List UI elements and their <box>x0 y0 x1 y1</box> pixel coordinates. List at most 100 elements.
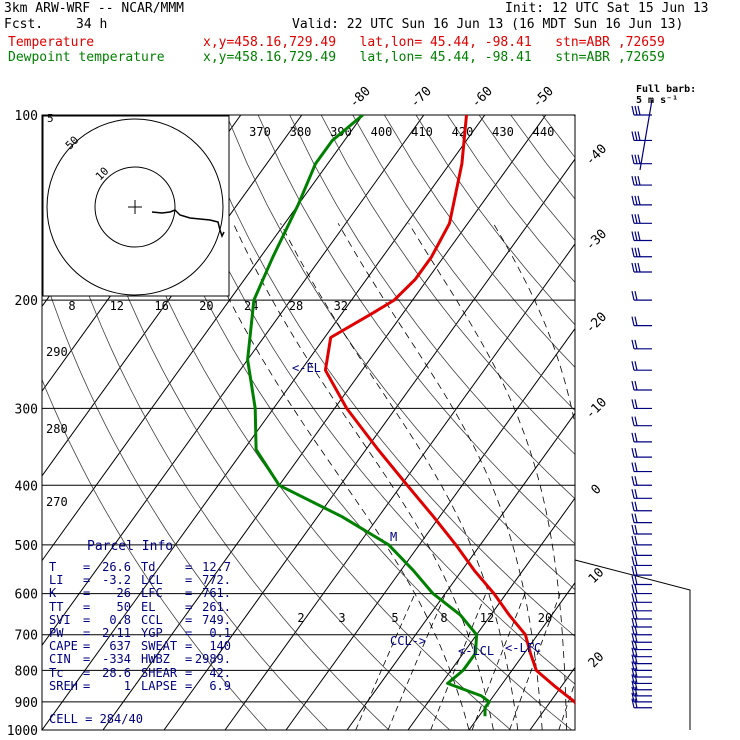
wind-barb-feather <box>634 291 638 301</box>
temperature-legend-info: x,y=458.16,729.49 lat,lon= 45.44, -98.41… <box>203 35 665 50</box>
wind-barb-feather <box>631 617 635 628</box>
parcel-info-row: LI = -3.2 LCL = 772. <box>49 573 231 587</box>
wind-barb <box>631 247 652 258</box>
wind-barb-feather <box>634 524 638 535</box>
theta-e-tick-label: 370 <box>249 125 271 139</box>
parcel-info-row: CIN = -334 HWBZ = 2989. <box>49 653 231 666</box>
wind-barb-feather <box>634 692 638 702</box>
parcel-info-cell: = <box>83 599 91 614</box>
wind-barb-feather <box>631 566 635 576</box>
isotherm-line <box>285 327 575 730</box>
temperature-tick-label: 0 <box>588 482 604 498</box>
mixing-ratio-tick-label: 5 <box>391 611 398 625</box>
wind-barb-feather <box>634 513 638 523</box>
parcel-info-cell: PW <box>49 625 64 640</box>
wind-barb <box>631 105 652 116</box>
pressure-tick-label: 500 <box>15 539 38 554</box>
wind-barb-feather <box>631 640 635 650</box>
wind-barb <box>631 432 652 443</box>
parcel-info-cell: = <box>185 625 193 640</box>
wind-barb-feather <box>631 476 635 486</box>
wind-barb <box>631 654 652 665</box>
parcel-info-cell: = <box>83 560 91 574</box>
wind-barb-feather <box>631 462 635 472</box>
parcel-info-cell: LFC <box>141 586 163 601</box>
wind-barb-feather <box>634 633 638 643</box>
parcel-info-cell: = <box>185 639 193 654</box>
parcel-info-cell: 28.6 <box>102 665 131 680</box>
wind-barb <box>631 680 652 691</box>
pressure-tick-label: 900 <box>15 696 38 711</box>
parcel-info-cell: 0.8 <box>109 612 131 627</box>
wind-barb-feather <box>634 131 638 141</box>
wind-barb-feather <box>634 175 638 186</box>
temperature-tick-label: -70 <box>408 84 435 111</box>
plot-frame <box>41 114 576 731</box>
parcel-info-cell: = <box>83 665 91 680</box>
wind-barb <box>631 633 652 643</box>
parcel-info-cell: YGP <box>141 625 163 640</box>
parcel-info-cell: 637 <box>109 639 131 654</box>
isotherm-line <box>163 158 575 730</box>
theta-e-tick-label: 420 <box>452 125 474 139</box>
parcel-info-cell: LAPSE <box>141 678 178 693</box>
wind-barb <box>631 195 652 206</box>
barb-legend-label: Full barb: <box>636 84 696 95</box>
theta-e-tick-label: 400 <box>371 125 393 139</box>
dry-adiabat-line <box>700 115 740 730</box>
wind-barb-feather <box>631 380 635 391</box>
wind-barb-feather <box>631 432 635 442</box>
wind-barb-feather <box>631 593 635 603</box>
moist-adiabat-line <box>493 223 575 427</box>
wind-barb <box>631 501 652 512</box>
wind-barb <box>631 416 652 427</box>
wind-barb <box>631 399 652 410</box>
wind-barb-feather <box>634 231 638 241</box>
wind-barb-feather <box>631 175 635 186</box>
isotherm-line <box>42 115 486 730</box>
pressure-tick-label: 1000 <box>7 724 38 739</box>
hodograph-speed-tick: 16 <box>154 299 168 313</box>
dry-adiabat-line <box>289 115 575 500</box>
hodograph-ring <box>46 118 224 296</box>
isotherm-line <box>102 115 547 730</box>
mixing-ratio-tick-label: 20 <box>538 611 552 625</box>
temperature-tick-label: -20 <box>583 310 610 337</box>
wind-barb-feather <box>634 262 638 273</box>
sounding-annotation: CCL-> <box>390 634 426 648</box>
dewpoint-legend-info: x,y=458.16,729.49 lat,lon= 45.44, -98.41… <box>203 50 665 65</box>
sounding-annotation: M <box>390 530 397 544</box>
parcel-info-cell: 761. <box>202 586 231 601</box>
wind-barb-feather <box>631 513 635 523</box>
theta-tick-label: 280 <box>46 422 68 436</box>
wind-barb-feather <box>634 380 638 391</box>
wind-barb-feather <box>631 633 635 643</box>
wind-barb-feather <box>634 601 638 611</box>
moist-adiabat-line <box>193 223 470 730</box>
sounding-annotation: <-EL <box>292 361 321 375</box>
mixing-ratio-tick-label: 12 <box>480 611 494 625</box>
wind-barb-feather <box>631 339 635 349</box>
theta-e-tick-label: 440 <box>533 125 555 139</box>
isotherm-line <box>591 115 740 730</box>
moist-adiabat-line <box>280 223 519 730</box>
parcel-info-cell: = <box>83 612 91 627</box>
dry-adiabat-line <box>42 268 329 730</box>
dry-adiabat-line <box>163 115 575 685</box>
wind-barb-feather <box>631 584 635 594</box>
init-time: Init: 12 UTC Sat 15 Jun 13 <box>505 1 709 16</box>
wind-barb <box>631 625 652 636</box>
wind-barb-feather <box>634 593 638 603</box>
wind-barb-feather <box>634 447 638 458</box>
parcel-info-cell: EL <box>141 599 156 614</box>
wind-barb-feather <box>631 247 635 257</box>
wind-barb <box>631 698 652 709</box>
wind-barb <box>631 131 652 142</box>
wind-barb-feather <box>637 262 641 273</box>
isotherm-line <box>42 115 425 647</box>
wind-barb-feather <box>631 195 635 205</box>
parcel-info-cell: 26.6 <box>102 560 131 574</box>
wind-barb-feather <box>631 416 635 426</box>
wind-barb <box>631 447 652 458</box>
wind-barb-feather <box>634 432 638 442</box>
